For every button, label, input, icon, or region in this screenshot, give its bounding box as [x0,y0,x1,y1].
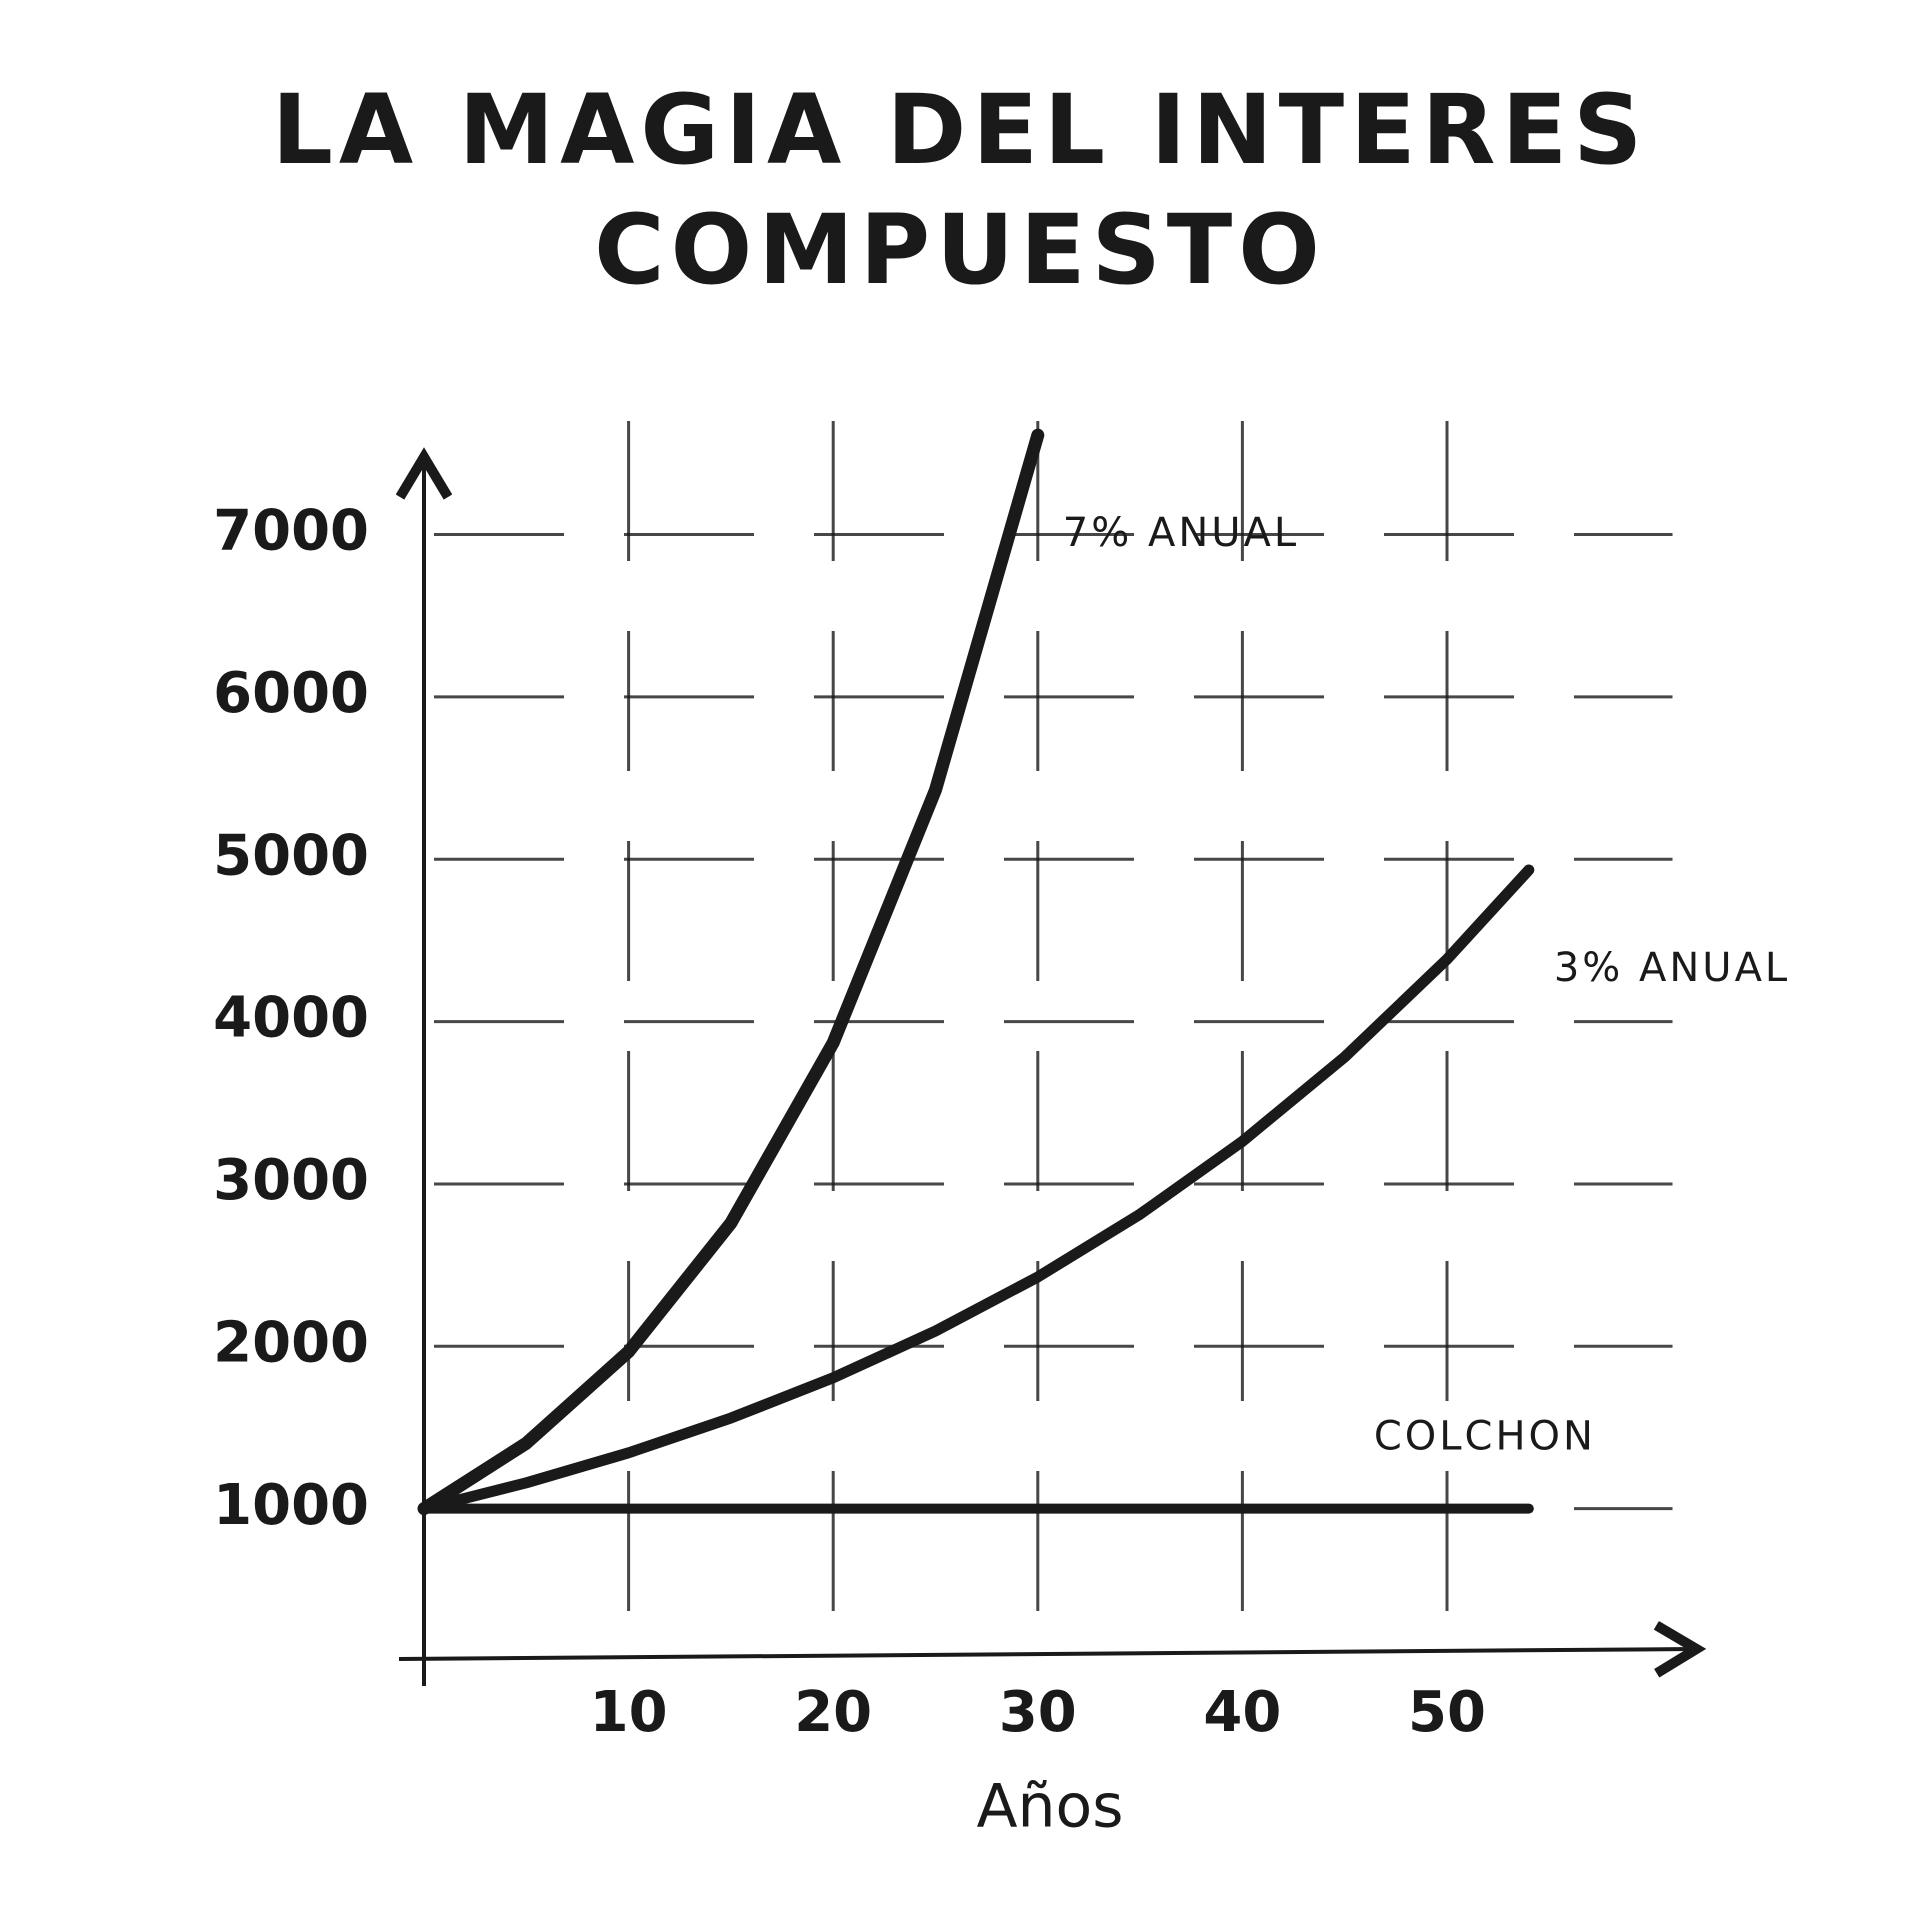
x-tick-label: 50 [1408,1680,1486,1745]
x-tick-label: 40 [1203,1680,1281,1745]
y-tick-label: 6000 [213,661,369,726]
line [418,864,1535,1515]
chart-title: LA MAGIA DEL INTERES COMPUESTO [271,74,1649,306]
x-tick-label: 20 [794,1680,872,1745]
y-tick-label: 3000 [213,1148,369,1213]
series-label: 3% ANUAL [1554,945,1790,991]
y-tick-label: 2000 [213,1310,369,1375]
x-axis-label: Años [976,1772,1123,1842]
line [417,428,1045,1516]
y-tick-label: 1000 [213,1473,369,1538]
x-tick-label: 10 [590,1680,668,1745]
series-label: 7% ANUAL [1063,510,1299,556]
y-tick-label: 5000 [213,823,369,888]
x-axis [398,1649,1693,1659]
y-tick-label: 7000 [213,499,369,564]
series-label: COLCHON [1374,1414,1596,1460]
x-tick-label: 30 [999,1680,1077,1745]
y-tick-label: 4000 [213,986,369,1051]
